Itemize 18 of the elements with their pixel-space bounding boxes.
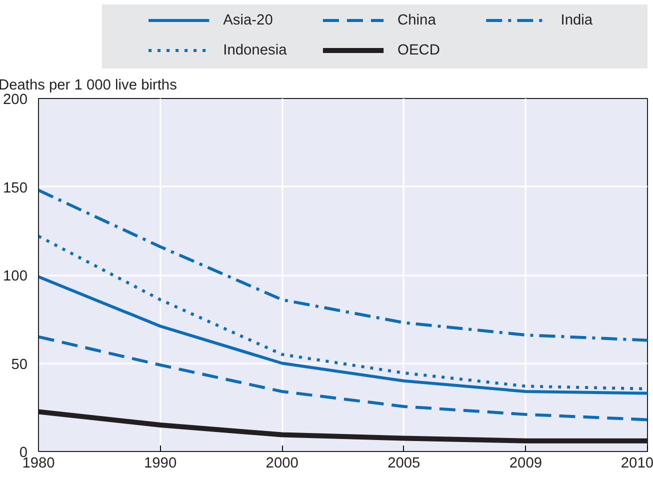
x-tick-label: 2010	[620, 456, 653, 472]
legend-label: India	[560, 12, 594, 28]
x-tick-label: 1990	[144, 456, 177, 472]
legend-label: Asia-20	[223, 12, 273, 28]
legend-label: OECD	[398, 42, 440, 58]
y-tick-label: 50	[11, 356, 28, 373]
y-tick-label: 150	[3, 180, 28, 196]
line-series	[38, 335, 648, 422]
x-tick-label: 2000	[266, 456, 298, 472]
legend-label: Indonesia	[223, 42, 288, 58]
x-tick-label: 2009	[509, 456, 542, 472]
y-tick-label: 200	[3, 92, 28, 108]
legend-label: China	[398, 12, 437, 28]
y-tick-label: 100	[3, 268, 28, 284]
x-tick-label: 2005	[388, 456, 420, 472]
line-series	[38, 188, 648, 342]
y-axis-title: Deaths per 1 000 live births	[0, 78, 177, 94]
x-tick-label: 1980	[22, 456, 55, 472]
